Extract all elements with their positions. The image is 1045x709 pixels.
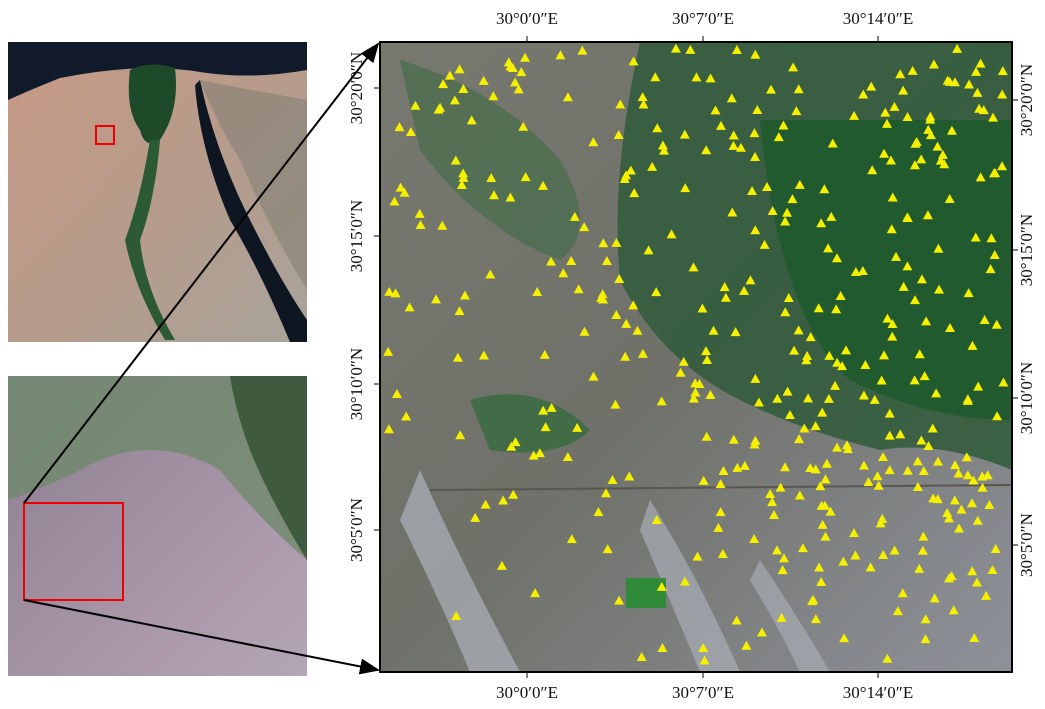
top-label: 30°14′0″E: [843, 9, 913, 28]
overview-inset: [8, 42, 307, 342]
figure: 30°0′0″E 30°0′0″E 30°7′0″E 30°7′0″E 30°14′0″…: [0, 0, 1045, 709]
right-label: 30°10′0″N: [1017, 362, 1036, 434]
left-label: 30°15′0″N: [347, 200, 366, 272]
bottom-label: 30°7′0″E: [672, 683, 734, 702]
left-label: 30°5′0″N: [347, 498, 366, 562]
region-inset: [8, 376, 307, 676]
right-label: 30°15′0″N: [1017, 214, 1036, 286]
bottom-label: 30°14′0″E: [843, 683, 913, 702]
main-map: [380, 42, 1012, 672]
bottom-label: 30°0′0″E: [496, 683, 558, 702]
left-label: 30°20′0″N: [347, 52, 366, 124]
top-label: 30°7′0″E: [672, 9, 734, 28]
right-label: 30°20′0″N: [1017, 64, 1036, 136]
left-label: 30°10′0″N: [347, 348, 366, 420]
top-label: 30°0′0″E: [496, 9, 558, 28]
right-label: 30°5′0″N: [1017, 513, 1036, 577]
